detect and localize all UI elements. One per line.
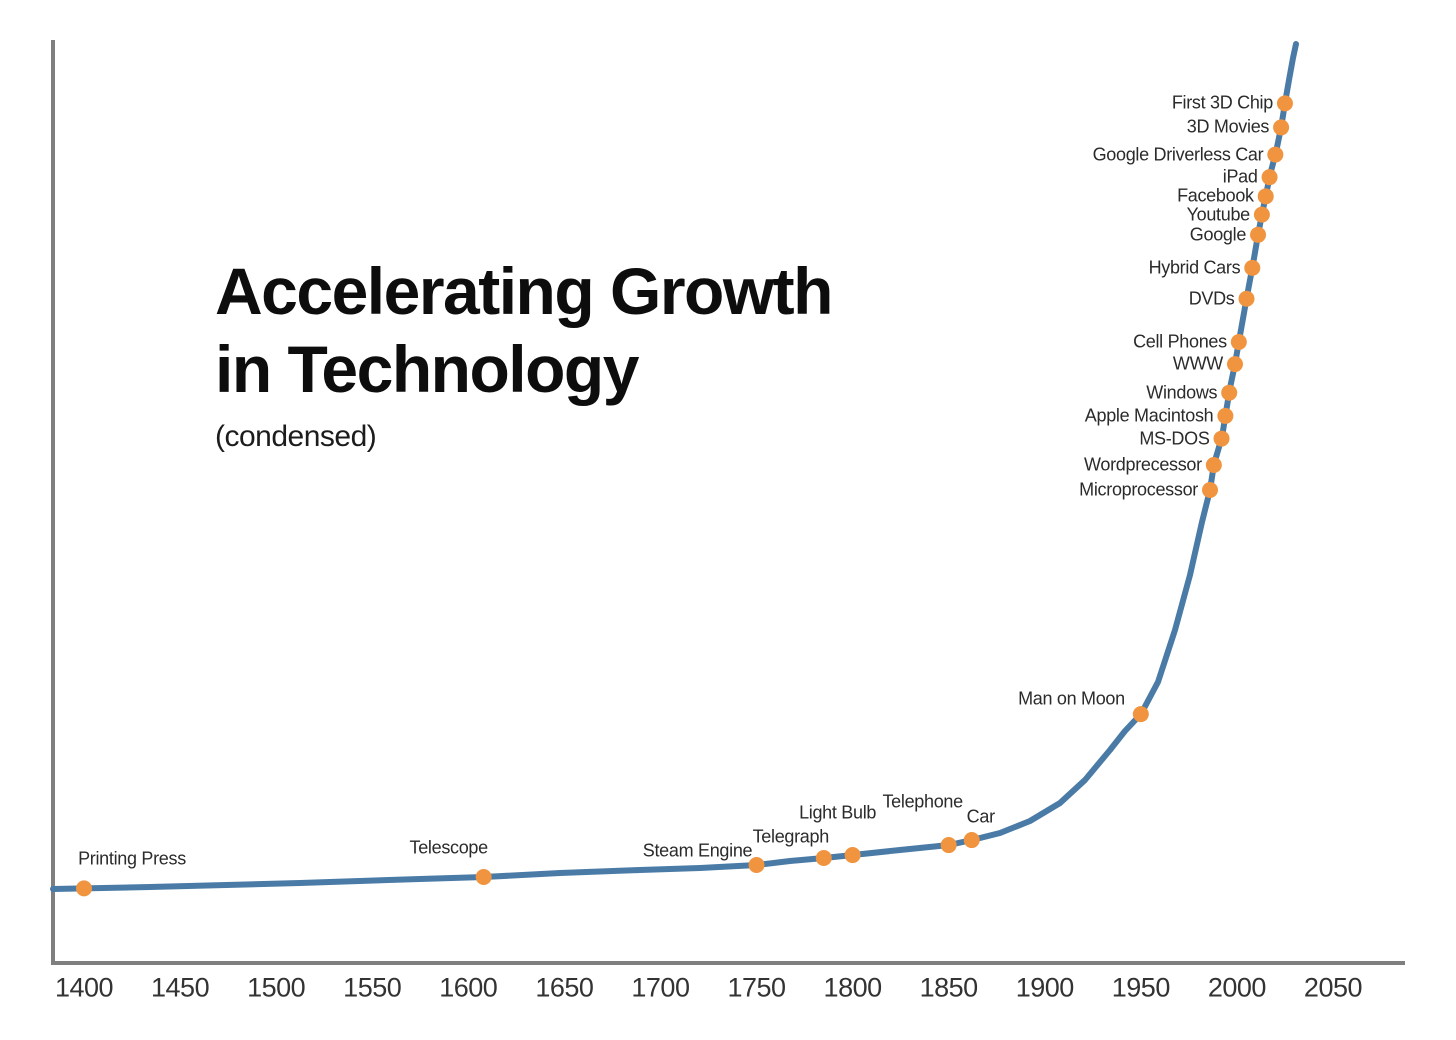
- milestone-label: WWW: [1172, 353, 1223, 374]
- x-tick-label: 1950: [1111, 972, 1171, 1003]
- page-title-line1: Accelerating Growth: [215, 254, 833, 328]
- milestone-label: Windows: [1146, 382, 1218, 403]
- milestone-dot: [1205, 457, 1222, 474]
- milestone-label: MS-DOS: [1139, 428, 1210, 449]
- milestone-label: Light Bulb: [799, 802, 877, 823]
- x-tick-label: 2000: [1207, 972, 1267, 1003]
- milestone-dot: [1201, 482, 1218, 499]
- milestone-label: Google Driverless Car: [1092, 144, 1264, 165]
- x-tick-label: 1850: [919, 972, 979, 1003]
- milestone-label: Youtube: [1186, 204, 1251, 225]
- x-tick-label: 1800: [823, 972, 883, 1003]
- milestone-label: iPad: [1222, 166, 1258, 187]
- milestone-label: Cell Phones: [1133, 331, 1227, 352]
- milestone-dot: [1253, 206, 1270, 223]
- milestone-dot: [1273, 119, 1290, 136]
- milestone-dot: [76, 880, 92, 897]
- milestone-dot: [1250, 226, 1267, 243]
- milestone-label: First 3D Chip: [1171, 92, 1273, 113]
- milestone-label: Hybrid Cars: [1148, 257, 1241, 278]
- x-tick-label: 1500: [247, 972, 306, 1003]
- x-tick-label: 1550: [343, 972, 402, 1003]
- chart-title-block: Accelerating Growth in Technology (conde…: [215, 252, 833, 454]
- x-tick-label: 1600: [439, 972, 498, 1003]
- milestone-label: Apple Macintosh: [1084, 405, 1214, 426]
- milestone-label: Printing Press: [78, 848, 186, 869]
- milestone-dot: [940, 837, 957, 854]
- milestone-dot: [1267, 146, 1284, 163]
- milestone-label: Facebook: [1177, 185, 1254, 206]
- x-tick-label: 1400: [54, 972, 114, 1003]
- milestone-dot: [1213, 430, 1230, 447]
- milestone-label: Wordprecessor: [1084, 454, 1202, 475]
- milestone-dot: [815, 850, 832, 867]
- milestone-label: Man on Moon: [1018, 688, 1125, 709]
- chart-subtitle: (condensed): [215, 420, 377, 453]
- x-tick-label: 1900: [1015, 972, 1075, 1003]
- milestone-label: 3D Movies: [1186, 116, 1270, 137]
- milestone-dot: [1132, 706, 1149, 723]
- x-tick-label: 1450: [151, 972, 210, 1003]
- milestone-dot: [1276, 95, 1293, 112]
- milestone-dot: [1244, 259, 1261, 276]
- milestone-dot: [1221, 384, 1238, 401]
- milestone-dot: [1257, 188, 1274, 205]
- x-tick-label: 2050: [1303, 972, 1363, 1003]
- milestone-label: Telescope: [409, 837, 488, 858]
- milestone-dot: [475, 869, 492, 886]
- milestone-label: Steam Engine: [642, 840, 753, 861]
- milestone-dot: [1230, 334, 1247, 351]
- milestone-dot: [1217, 407, 1234, 424]
- milestone-label: Google: [1189, 224, 1247, 245]
- milestone-label: Telephone: [882, 791, 963, 812]
- page-title-line2: in Technology: [215, 332, 639, 406]
- milestone-label: DVDs: [1188, 288, 1235, 309]
- milestone-dot: [844, 847, 861, 864]
- milestone-dots-layer: [76, 95, 1293, 897]
- x-tick-label: 1650: [535, 972, 594, 1003]
- milestone-dot: [748, 857, 765, 874]
- milestone-label: Telegraph: [752, 826, 830, 847]
- milestone-label: Microprocessor: [1079, 479, 1198, 500]
- milestone-dot: [963, 832, 980, 849]
- x-tick-label: 1750: [727, 972, 786, 1003]
- milestone-label: Car: [966, 806, 995, 827]
- x-tick-label: 1700: [631, 972, 690, 1003]
- milestone-dot: [1238, 290, 1255, 307]
- milestone-dot: [1226, 356, 1243, 373]
- milestone-dot: [1261, 169, 1278, 186]
